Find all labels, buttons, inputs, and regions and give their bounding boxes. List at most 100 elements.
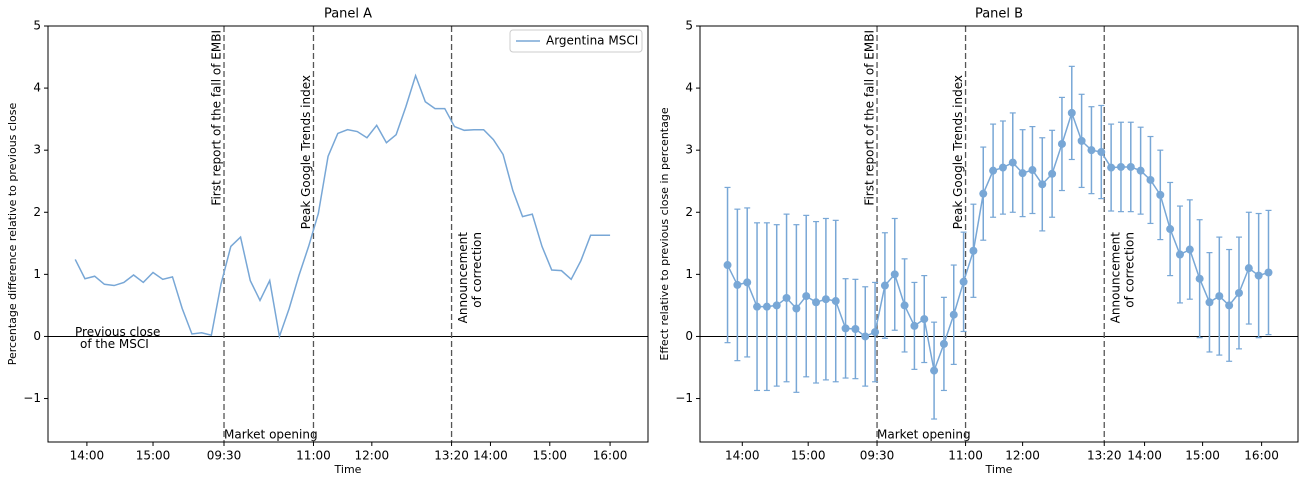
y-tick-label: 4	[685, 81, 693, 95]
event-label: Peak Google Trends index	[299, 75, 313, 229]
y-tick-label: 0	[685, 329, 693, 343]
x-tick-label: 14:00	[1127, 449, 1162, 463]
data-point	[772, 301, 781, 310]
data-point	[1126, 162, 1135, 171]
data-point	[1156, 190, 1165, 199]
data-point	[792, 304, 801, 313]
x-tick-label: 15:00	[136, 449, 171, 463]
data-point	[1244, 264, 1253, 273]
data-point	[880, 281, 889, 290]
data-point	[1077, 136, 1086, 145]
y-tick-label: 5	[685, 19, 693, 33]
data-point	[900, 301, 909, 310]
y-tick-label: 1	[33, 267, 41, 281]
x-tick-label: 16:00	[593, 449, 628, 463]
data-point	[1254, 271, 1263, 280]
data-point	[841, 324, 850, 333]
reference-label: Previous close	[75, 325, 160, 339]
data-point	[753, 302, 762, 311]
data-point	[1097, 148, 1106, 157]
event-label: First report of the fall of EMBI	[863, 30, 877, 206]
event-label: of correction	[1123, 232, 1137, 308]
data-point	[1136, 166, 1145, 175]
event-label: First report of the fall of EMBI	[210, 30, 224, 206]
data-point	[733, 280, 742, 289]
data-point	[939, 339, 948, 348]
plot-frame	[699, 25, 1299, 443]
data-point	[1195, 274, 1204, 283]
data-point	[1234, 288, 1243, 297]
x-tick-label: 11:00	[296, 449, 331, 463]
data-point	[871, 328, 880, 337]
data-point	[1205, 298, 1214, 307]
y-tick-label: 2	[685, 205, 693, 219]
reference-label: of the MSCI	[80, 337, 149, 351]
panel-title: Panel A	[324, 7, 372, 22]
y-tick-label: 5	[33, 19, 41, 33]
legend-label: Argentina MSCI	[546, 34, 638, 48]
data-point	[743, 278, 752, 287]
x-tick-label: 09:30	[207, 449, 242, 463]
x-tick-label: 14:00	[70, 449, 105, 463]
data-point	[1185, 245, 1194, 254]
y-tick-label: 0	[33, 329, 41, 343]
y-tick-label: −1	[23, 391, 41, 405]
event-note: Market opening	[224, 428, 318, 442]
data-point	[1166, 225, 1175, 234]
x-tick-label: 13:20	[1087, 449, 1122, 463]
data-point	[1048, 169, 1057, 178]
y-tick-label: 3	[33, 143, 41, 157]
x-tick-label: 13:20	[434, 449, 469, 463]
data-point	[959, 277, 968, 286]
data-point	[851, 324, 860, 333]
y-axis-label: Percentage difference relative to previo…	[6, 103, 19, 366]
data-point	[1008, 158, 1017, 167]
data-line	[74, 73, 611, 340]
data-point	[1146, 175, 1155, 184]
data-point	[1018, 169, 1027, 178]
data-point	[1107, 163, 1116, 172]
x-tick-label: 15:00	[791, 449, 826, 463]
data-point	[920, 315, 929, 324]
plot-frame	[47, 25, 649, 443]
x-tick-label: 12:00	[1005, 449, 1040, 463]
y-tick-label: 1	[685, 267, 693, 281]
data-point	[861, 332, 870, 341]
y-tick-label: 4	[33, 81, 41, 95]
data-point	[762, 302, 771, 311]
x-tick-label: 15:00	[1185, 449, 1220, 463]
x-tick-label: 16:00	[1244, 449, 1279, 463]
data-point	[723, 261, 732, 270]
event-note: Market opening	[877, 428, 971, 442]
data-point	[831, 297, 840, 306]
x-tick-label: 14:00	[725, 449, 760, 463]
data-point	[949, 310, 958, 319]
data-point	[1215, 292, 1224, 301]
x-axis-label: Time	[334, 463, 362, 476]
data-point	[989, 166, 998, 175]
data-point	[1264, 268, 1273, 277]
data-point	[998, 163, 1007, 172]
data-point	[1028, 166, 1037, 175]
data-point	[782, 293, 791, 302]
data-point	[979, 189, 988, 198]
event-label: Announcement	[456, 232, 470, 324]
data-point	[1057, 139, 1066, 148]
data-point	[930, 366, 939, 375]
y-tick-label: −1	[675, 391, 693, 405]
legend-box	[509, 29, 643, 53]
y-axis-label: Effect relative to previous close in per…	[658, 107, 671, 360]
data-point	[890, 270, 899, 279]
data-point	[802, 292, 811, 301]
data-point	[969, 246, 978, 255]
x-tick-label: 09:30	[860, 449, 895, 463]
data-point	[1067, 108, 1076, 117]
event-label: of correction	[470, 232, 484, 308]
x-tick-label: 15:00	[532, 449, 567, 463]
data-point	[1225, 301, 1234, 310]
data-point	[1087, 146, 1096, 155]
y-tick-label: 2	[33, 205, 41, 219]
data-point	[1175, 250, 1184, 259]
event-label: Peak Google Trends index	[951, 75, 965, 229]
